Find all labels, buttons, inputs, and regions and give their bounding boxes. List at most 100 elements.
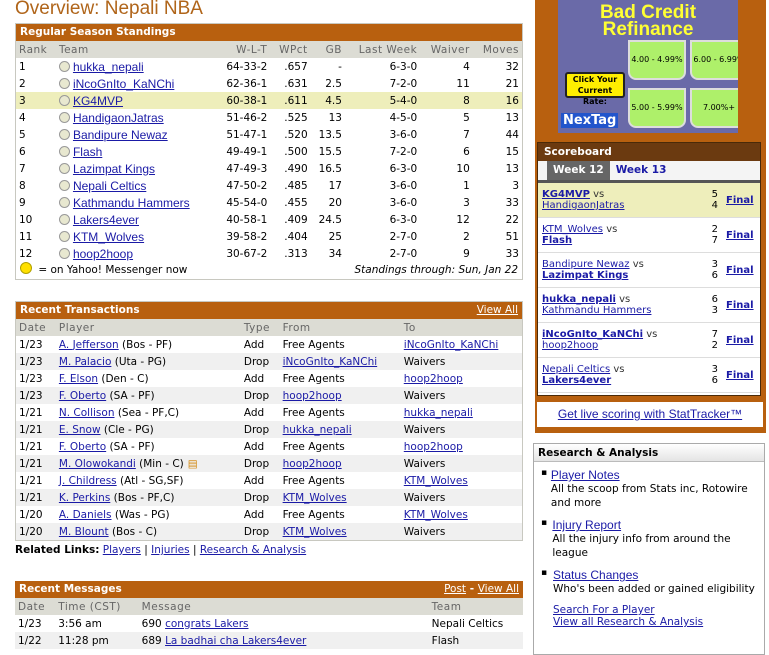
team-link[interactable]: Lakers4ever — [542, 375, 612, 386]
message-link[interactable]: congrats Lakers — [165, 617, 249, 630]
from-team-link[interactable]: KTM_Wolves — [282, 525, 347, 538]
team-link[interactable]: Kathmandu Hammers — [72, 195, 190, 210]
team-link[interactable]: Lazimpat Kings — [72, 161, 155, 176]
final-link[interactable]: Final — [726, 229, 754, 241]
team-link[interactable]: KG4MVP — [542, 189, 590, 200]
team-link[interactable]: HandigaonJatras — [72, 110, 164, 125]
team-link[interactable]: Nepali Celtics — [542, 364, 611, 375]
player-position: (SA - PF) — [109, 389, 155, 402]
to-team-link[interactable]: hukka_nepali — [403, 406, 473, 419]
related-link-injuries[interactable]: Injuries — [151, 544, 190, 556]
messages-view-all-link[interactable]: View All — [477, 583, 519, 595]
final-link[interactable]: Final — [726, 194, 754, 206]
waiver: 4 — [463, 60, 470, 73]
final-link[interactable]: Final — [726, 334, 754, 346]
last: 7-2-0 — [389, 77, 418, 90]
player-link[interactable]: K. Perkins — [58, 491, 111, 504]
player-link[interactable]: E. Snow — [58, 423, 101, 436]
from-team-link[interactable]: KTM_Wolves — [282, 491, 347, 504]
team-link[interactable]: hoop2hoop — [72, 246, 134, 261]
player-link[interactable]: A. Daniels — [58, 508, 112, 521]
page-title: Overview: Nepali NBA — [15, 0, 203, 19]
from-team-link[interactable]: hoop2hoop — [282, 457, 342, 470]
messenger-status-icon — [58, 94, 70, 106]
wlt: 39-58-2 — [226, 230, 268, 243]
team-link[interactable]: HandigaonJatras — [542, 200, 625, 211]
player-link[interactable]: M. Blount — [58, 525, 109, 538]
team-link[interactable]: Lakers4ever — [72, 212, 139, 227]
player-link[interactable]: M. Olowokandi — [58, 457, 136, 470]
view-all-research-link[interactable]: View all Research & Analysis — [553, 616, 704, 628]
to-team-link[interactable]: hoop2hoop — [403, 372, 463, 385]
ad-rate[interactable]: 6.00 - 6.99% — [690, 40, 738, 80]
team-link[interactable]: KTM_Wolves — [542, 224, 603, 235]
ad-rate[interactable]: 5.00 - 5.99% — [628, 88, 686, 128]
tab-week-13[interactable]: Week 13 — [615, 164, 667, 176]
player-link[interactable]: A. Jefferson — [58, 338, 119, 351]
related-link-players[interactable]: Players — [102, 544, 141, 556]
player-cell: A. Daniels (Was - PG) — [56, 506, 241, 523]
column-header: WPct — [270, 41, 311, 58]
tab-week-12[interactable]: Week 12 — [547, 161, 610, 180]
player-link[interactable]: F. Elson — [58, 372, 99, 385]
date: 1/23 — [19, 372, 43, 385]
player-note-icon[interactable]: ▤ — [187, 457, 198, 470]
final-link[interactable]: Final — [726, 369, 754, 381]
player-link[interactable]: N. Collison — [58, 406, 115, 419]
final-link[interactable]: Final — [726, 299, 754, 311]
team-link[interactable]: Bandipure Newaz — [542, 259, 630, 270]
from-team-link[interactable]: hukka_nepali — [282, 423, 352, 436]
message-link[interactable]: La badhai cha Lakers4ever — [165, 634, 307, 647]
team-link[interactable]: iNcoGnIto_KaNChi — [72, 76, 175, 91]
messenger-status-icon — [58, 230, 70, 242]
stattracker-link[interactable]: Get live scoring with StatTracker™ — [557, 407, 743, 421]
message-cell: 689 La badhai cha Lakers4ever — [138, 632, 429, 649]
to-team-link[interactable]: KTM_Wolves — [403, 474, 468, 487]
wlt: 60-38-1 — [215, 92, 271, 109]
type: Add — [243, 440, 265, 453]
team-link[interactable]: Lazimpat Kings — [542, 270, 629, 281]
rank: 10 — [19, 213, 33, 226]
from: Free Agents — [282, 508, 345, 521]
transactions-view-all-link[interactable]: View All — [476, 304, 518, 316]
from-cell: Free Agents — [280, 336, 401, 353]
team-link[interactable]: KTM_Wolves — [72, 229, 145, 244]
post-message-link[interactable]: Post — [444, 583, 467, 595]
team-link[interactable]: hukka_nepali — [542, 294, 616, 305]
team-link[interactable]: Flash — [542, 235, 573, 246]
table-row: 1/22 11:28 pm 689 La badhai cha Lakers4eve… — [15, 632, 523, 649]
team-link[interactable]: Bandipure Newaz — [72, 127, 168, 142]
to-team-link[interactable]: KTM_Wolves — [403, 508, 468, 521]
to-cell: Waivers — [400, 455, 522, 472]
time: 3:56 am — [58, 617, 102, 630]
from-team-link[interactable]: hoop2hoop — [282, 389, 342, 402]
player-link[interactable]: F. Oberto — [58, 389, 107, 402]
score: 6 — [711, 270, 718, 281]
team-link[interactable]: hukka_nepali — [72, 59, 144, 74]
ad-rate[interactable]: 4.00 - 4.99% — [628, 40, 686, 80]
to-cell: Waivers — [400, 353, 522, 370]
research-link[interactable]: Status Changes — [553, 568, 639, 582]
ad-rate[interactable]: 7.00%+ — [690, 88, 738, 128]
moves: 33 — [505, 247, 519, 260]
team-link[interactable]: Flash — [72, 144, 103, 159]
team-link[interactable]: Nepali Celtics — [72, 178, 147, 193]
right-column: Bad Credit Refinance 4.00 - 4.99% 6.00 -… — [535, 0, 766, 433]
search-player-link[interactable]: Search For a Player — [553, 604, 655, 616]
player-link[interactable]: M. Palacio — [58, 355, 112, 368]
team-link[interactable]: Kathmandu Hammers — [542, 305, 652, 316]
waiver: 8 — [420, 92, 473, 109]
to-team-link[interactable]: iNcoGnIto_KaNChi — [403, 338, 499, 351]
advertisement[interactable]: Bad Credit Refinance 4.00 - 4.99% 6.00 -… — [558, 0, 738, 133]
from-team-link[interactable]: iNcoGnIto_KaNChi — [282, 355, 378, 368]
player-link[interactable]: F. Oberto — [58, 440, 107, 453]
player-link[interactable]: J. Childress — [58, 474, 117, 487]
team-link[interactable]: hoop2hoop — [542, 340, 599, 351]
team-link[interactable]: KG4MVP — [72, 93, 123, 108]
research-link[interactable]: Player Notes — [550, 468, 620, 482]
related-link-research[interactable]: Research & Analysis — [199, 544, 307, 556]
team-link[interactable]: iNcoGnIto_KaNChi — [542, 329, 644, 340]
final-link[interactable]: Final — [726, 264, 754, 276]
research-link[interactable]: Injury Report — [552, 518, 622, 532]
to-team-link[interactable]: hoop2hoop — [403, 440, 463, 453]
